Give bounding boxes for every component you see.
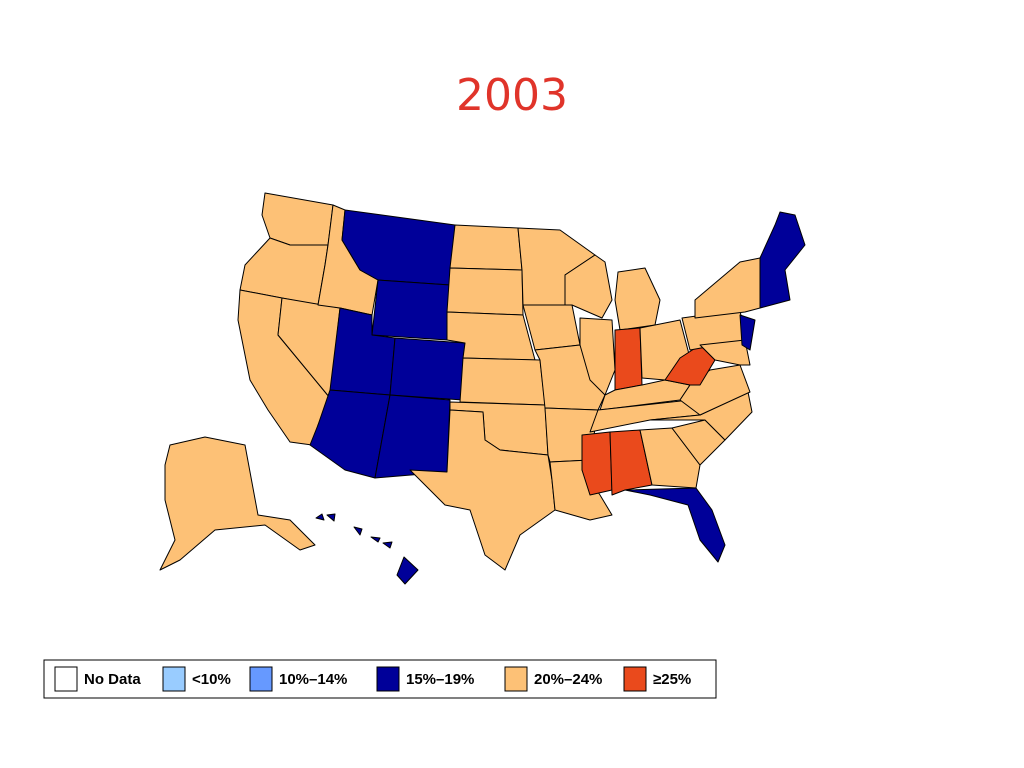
state xyxy=(409,409,556,571)
state xyxy=(326,513,336,522)
legend-swatch xyxy=(623,666,647,692)
us-map xyxy=(159,192,806,585)
state xyxy=(581,431,613,496)
state xyxy=(639,427,701,489)
legend-label: No Data xyxy=(84,671,141,688)
legend: No Data <10% 10%–14% 15%–19% 20%–24% ≥25% xyxy=(54,666,691,692)
state xyxy=(759,211,806,309)
state xyxy=(159,436,316,571)
state xyxy=(389,337,466,401)
state xyxy=(739,314,756,351)
state xyxy=(699,339,751,366)
legend-swatch xyxy=(249,666,273,692)
state xyxy=(370,536,381,543)
state xyxy=(609,429,653,496)
state xyxy=(459,357,546,406)
state xyxy=(522,304,581,351)
legend-label: 10%–14% xyxy=(279,671,347,688)
legend-label: ≥25% xyxy=(653,671,691,688)
state xyxy=(382,541,393,549)
state xyxy=(396,556,419,585)
state xyxy=(624,487,726,563)
title: 2003 xyxy=(456,70,568,121)
state xyxy=(446,267,524,316)
legend-swatch xyxy=(54,666,78,692)
legend-label: 15%–19% xyxy=(406,671,474,688)
state xyxy=(371,279,451,341)
legend-label: 20%–24% xyxy=(534,671,602,688)
state xyxy=(564,254,613,319)
legend-swatch xyxy=(162,666,186,692)
state xyxy=(261,192,334,246)
state xyxy=(614,267,661,331)
state xyxy=(694,257,761,319)
state xyxy=(315,513,325,521)
legend-swatch xyxy=(376,666,400,692)
legend-swatch xyxy=(504,666,528,692)
state xyxy=(614,327,643,391)
legend-label: <10% xyxy=(192,671,231,688)
state xyxy=(449,224,523,271)
state xyxy=(353,526,363,536)
